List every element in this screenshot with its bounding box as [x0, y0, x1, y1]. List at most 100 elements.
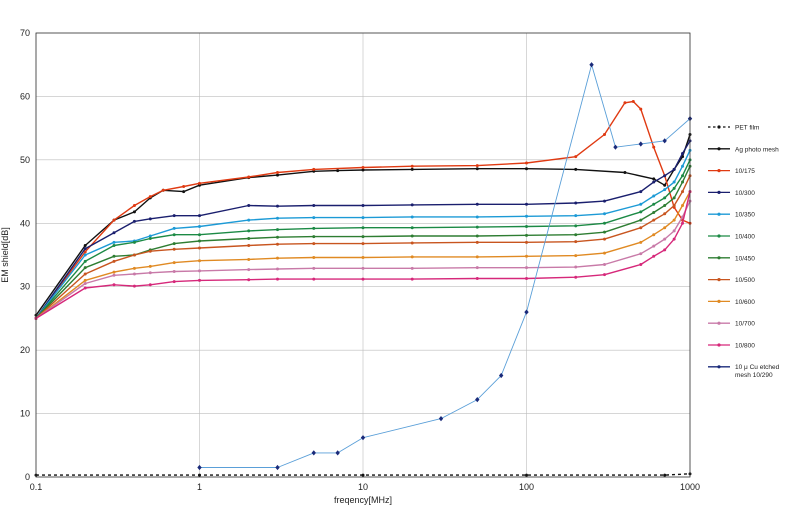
data-point	[172, 242, 176, 246]
legend-label: 10/400	[735, 234, 755, 241]
data-point	[198, 473, 201, 477]
data-point	[132, 210, 136, 214]
data-point	[312, 242, 316, 246]
data-point	[639, 252, 643, 256]
data-point	[663, 204, 667, 208]
data-point	[172, 261, 176, 265]
data-point	[525, 276, 528, 280]
series-11	[34, 190, 692, 320]
data-point	[198, 224, 201, 228]
data-point	[574, 201, 578, 205]
data-point	[410, 266, 414, 270]
data-point	[312, 167, 316, 171]
legend-item: 10/450	[708, 255, 755, 262]
data-point	[361, 168, 365, 172]
data-point	[148, 195, 152, 199]
legend-item: 10/800	[708, 343, 755, 350]
data-point	[574, 265, 578, 269]
data-point	[197, 464, 202, 471]
data-point	[652, 233, 656, 237]
data-point	[132, 219, 136, 223]
legend-swatch-marker	[717, 278, 721, 282]
data-point	[198, 246, 201, 250]
data-point	[672, 180, 676, 184]
data-point	[336, 169, 340, 173]
legend-item: Ag photo mesh	[708, 146, 779, 153]
data-point	[198, 214, 201, 218]
legend-swatch-marker	[717, 125, 721, 129]
series-lines	[34, 62, 693, 477]
data-point	[361, 226, 365, 230]
data-point	[360, 435, 366, 441]
data-point	[312, 277, 316, 281]
data-point	[112, 231, 116, 235]
y-tick-label: 60	[20, 91, 30, 101]
data-point	[475, 234, 479, 238]
data-point	[112, 273, 116, 277]
legend-label: 10/300	[735, 190, 755, 197]
x-tick-label: 0.1	[30, 482, 43, 492]
data-point	[275, 464, 280, 471]
y-tick-label: 0	[25, 472, 30, 482]
data-point	[172, 280, 176, 284]
legend: PET film Ag photo mesh 10/175 10/300 10/350 1…	[708, 125, 780, 379]
data-point	[663, 174, 667, 178]
data-point	[663, 226, 667, 230]
data-point	[148, 217, 152, 221]
data-point	[652, 145, 656, 149]
data-point	[623, 171, 627, 175]
data-point	[312, 216, 316, 220]
data-point	[276, 171, 280, 175]
x-axis-title: freqency[MHz]	[334, 495, 392, 505]
data-point	[83, 250, 87, 254]
data-point	[83, 278, 87, 282]
data-point	[247, 204, 251, 208]
x-tick-label: 1	[197, 482, 202, 492]
data-point	[312, 226, 316, 230]
series-line	[35, 200, 691, 319]
y-axis-title: EM shield[dB]	[0, 227, 10, 283]
data-point	[361, 256, 365, 260]
y-tick-label: 40	[20, 218, 30, 228]
data-point	[574, 214, 578, 218]
data-point	[83, 272, 87, 276]
data-point	[639, 226, 643, 230]
data-point	[361, 235, 365, 239]
data-point	[475, 240, 479, 244]
data-point	[247, 175, 251, 179]
series-4	[34, 139, 692, 320]
data-point	[574, 155, 578, 159]
data-point	[475, 164, 479, 168]
data-point	[574, 224, 578, 228]
data-point	[475, 266, 479, 270]
data-point	[498, 372, 504, 379]
data-point	[410, 203, 414, 207]
data-point	[639, 240, 643, 244]
legend-label: Ag photo mesh	[735, 146, 779, 153]
series-6	[34, 158, 692, 320]
data-point	[681, 152, 685, 156]
data-point	[132, 253, 136, 257]
data-point	[198, 239, 201, 243]
data-point	[247, 257, 251, 261]
data-point	[83, 286, 87, 290]
data-point	[198, 233, 201, 237]
legend-label: 10/800	[735, 343, 755, 350]
data-point	[525, 161, 528, 165]
data-point	[672, 167, 676, 171]
plot-area-frame	[35, 32, 691, 478]
data-point	[623, 101, 627, 105]
data-point	[312, 266, 316, 270]
series-line	[199, 64, 691, 468]
data-point	[603, 237, 607, 241]
data-point	[410, 255, 414, 259]
y-tick-label: 50	[20, 155, 30, 165]
data-point	[247, 237, 251, 241]
data-point	[672, 204, 676, 208]
data-point	[652, 211, 656, 215]
legend-swatch-marker	[717, 321, 721, 325]
legend-label: 10/600	[735, 299, 755, 306]
data-point	[132, 240, 136, 244]
data-point	[132, 272, 136, 276]
data-point	[525, 233, 528, 237]
